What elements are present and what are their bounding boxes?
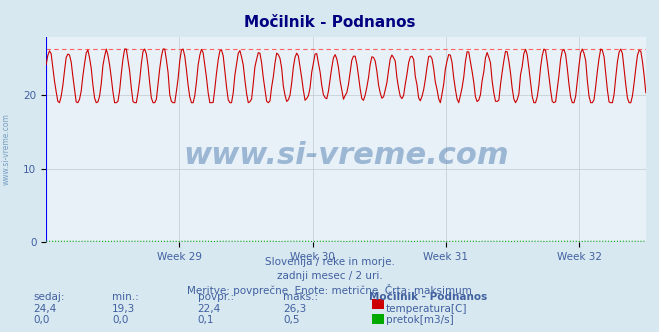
Text: Slovenija / reke in morje.: Slovenija / reke in morje.	[264, 257, 395, 267]
Text: Meritve: povprečne  Enote: metrične  Črta: maksimum: Meritve: povprečne Enote: metrične Črta:…	[187, 284, 472, 296]
Text: 26,3: 26,3	[283, 304, 306, 314]
Text: 22,4: 22,4	[198, 304, 221, 314]
Text: 0,0: 0,0	[33, 315, 49, 325]
Text: zadnji mesec / 2 uri.: zadnji mesec / 2 uri.	[277, 271, 382, 281]
Text: min.:: min.:	[112, 292, 139, 302]
Text: Močilnik - Podnanos: Močilnik - Podnanos	[369, 292, 487, 302]
Text: www.si-vreme.com: www.si-vreme.com	[183, 141, 509, 170]
Text: pretok[m3/s]: pretok[m3/s]	[386, 315, 453, 325]
Text: povpr.:: povpr.:	[198, 292, 234, 302]
Text: 0,5: 0,5	[283, 315, 300, 325]
Text: sedaj:: sedaj:	[33, 292, 65, 302]
Text: 19,3: 19,3	[112, 304, 135, 314]
Text: 24,4: 24,4	[33, 304, 56, 314]
Text: www.si-vreme.com: www.si-vreme.com	[2, 114, 11, 185]
Text: temperatura[C]: temperatura[C]	[386, 304, 467, 314]
Text: 0,0: 0,0	[112, 315, 129, 325]
Text: maks.:: maks.:	[283, 292, 318, 302]
Text: Močilnik - Podnanos: Močilnik - Podnanos	[244, 15, 415, 30]
Text: 0,1: 0,1	[198, 315, 214, 325]
